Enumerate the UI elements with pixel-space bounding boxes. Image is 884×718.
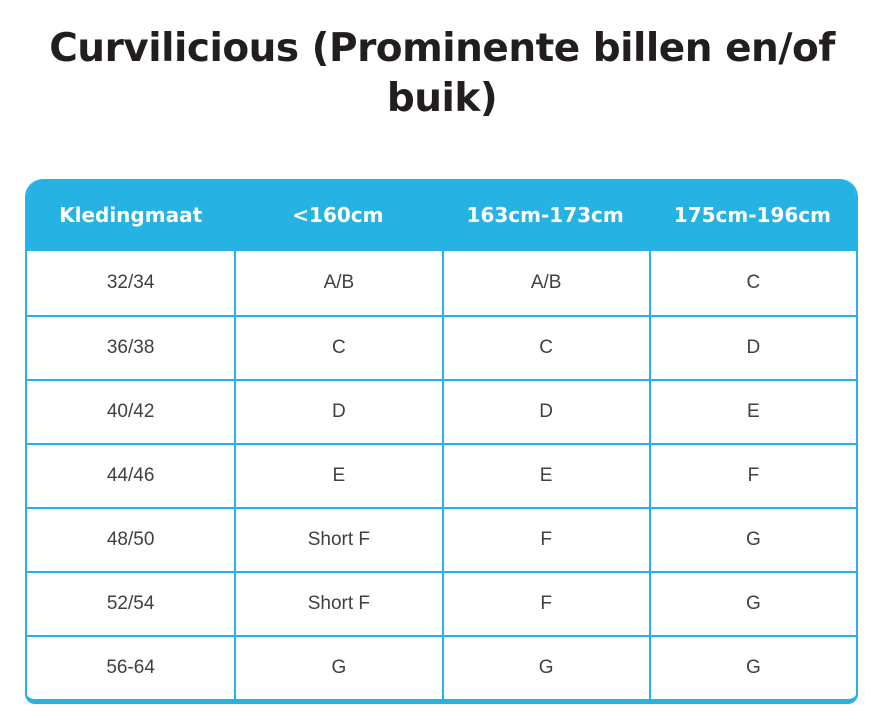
- cell-fit: G: [441, 637, 649, 699]
- cell-fit: D: [234, 381, 441, 443]
- cell-size: 36/38: [106, 337, 155, 358]
- table-row: 32/34 A/B A/B C: [27, 251, 856, 315]
- cell-size: 48/50: [106, 529, 155, 550]
- cell-size: 56-64: [106, 657, 155, 678]
- cell-fit: A/B: [234, 251, 441, 315]
- cell-fit: G: [648, 573, 856, 635]
- cell-fit: D: [441, 381, 649, 443]
- page: Curvilicious (Prominente billen en/of bu…: [0, 24, 884, 718]
- table-header-row: Kledingmaat <160cm 163cm-173cm 175cm-196…: [27, 179, 856, 251]
- cell-size: 44/46: [106, 465, 155, 486]
- cell-fit: E: [234, 445, 441, 507]
- cell-size: 32/34: [106, 272, 155, 293]
- cell-fit: Short F: [234, 509, 441, 571]
- cell-fit: E: [441, 445, 649, 507]
- header-cell-kledingmaat: Kledingmaat: [59, 203, 203, 227]
- page-title-line-2: buik): [386, 75, 498, 121]
- cell-fit: F: [441, 509, 649, 571]
- table-body: 32/34 A/B A/B C 36/38 C C D 40/42 D D E …: [27, 251, 856, 699]
- cell-fit: G: [234, 637, 441, 699]
- table-row: 52/54 Short F F G: [27, 571, 856, 635]
- cell-fit: G: [648, 509, 856, 571]
- table-row: 48/50 Short F F G: [27, 507, 856, 571]
- cell-fit: C: [441, 317, 649, 379]
- cell-fit: F: [441, 573, 649, 635]
- cell-fit: C: [234, 317, 441, 379]
- cell-size: 52/54: [106, 593, 155, 614]
- page-title-line-1: Curvilicious (Prominente billen en/of: [49, 26, 835, 71]
- page-title: Curvilicious (Prominente billen en/of bu…: [0, 24, 884, 123]
- size-chart-table: Kledingmaat <160cm 163cm-173cm 175cm-196…: [25, 179, 858, 704]
- cell-fit: A/B: [441, 251, 649, 315]
- table-row: 36/38 C C D: [27, 315, 856, 379]
- cell-fit: G: [648, 637, 856, 699]
- cell-fit: D: [648, 317, 856, 379]
- table-row: 44/46 E E F: [27, 443, 856, 507]
- header-cell-163-173cm: 163cm-173cm: [466, 203, 624, 227]
- table-row: 56-64 G G G: [27, 635, 856, 699]
- cell-fit: E: [648, 381, 856, 443]
- cell-fit: Short F: [234, 573, 441, 635]
- header-cell-175-196cm: 175cm-196cm: [673, 203, 831, 227]
- cell-size: 40/42: [106, 401, 155, 422]
- cell-fit: F: [648, 445, 856, 507]
- table-row: 40/42 D D E: [27, 379, 856, 443]
- header-cell-under-160cm: <160cm: [292, 203, 384, 227]
- cell-fit: C: [648, 251, 856, 315]
